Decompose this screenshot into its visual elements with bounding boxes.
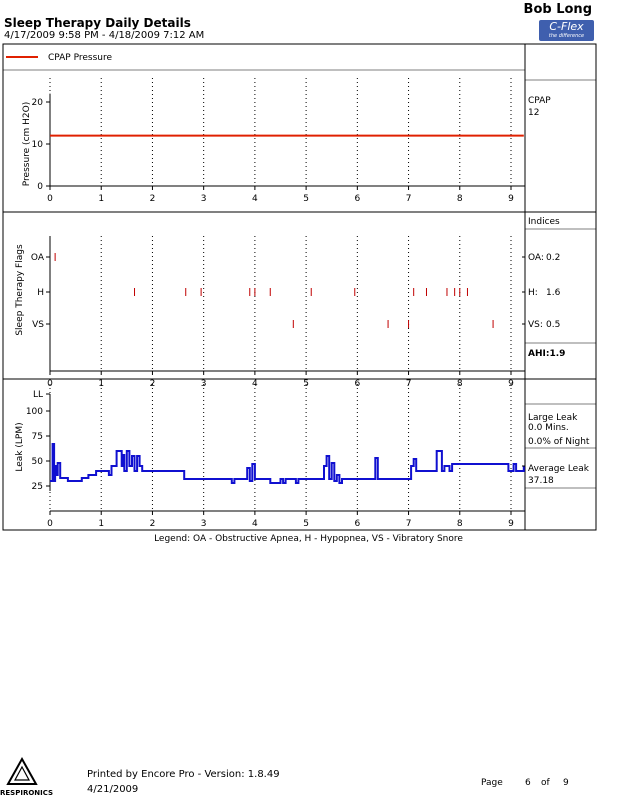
index-label-oa: OA:: [528, 253, 544, 263]
y-tick-label: 100: [26, 407, 43, 417]
x-tick-label: 2: [150, 194, 156, 204]
flag-category-label: OA: [31, 253, 45, 263]
large-leak-title: Large Leak: [528, 413, 578, 423]
y-tick-label: 25: [32, 482, 43, 492]
x-tick-label: 9: [508, 194, 514, 204]
index-value-oa: 0.2: [546, 253, 560, 263]
x-tick-label: 5: [303, 194, 309, 204]
x-tick-label: 1: [98, 194, 104, 204]
cflex-badge-label: C-Flex: [549, 20, 584, 33]
print-date: 4/21/2009: [87, 784, 139, 795]
cpap-side-value: 12: [528, 108, 539, 118]
page-label: Page: [481, 778, 503, 788]
flag-category-label: VS: [32, 320, 44, 330]
x-tick-label: 7: [406, 519, 412, 529]
large-leak-percent: 0.0% of Night: [528, 437, 590, 447]
x-tick-label: 2: [150, 519, 156, 529]
flag-category-label: H: [37, 288, 44, 298]
patient-name: Bob Long: [523, 2, 592, 17]
x-tick-label: 8: [457, 519, 463, 529]
printed-by: Printed by Encore Pro - Version: 1.8.49: [87, 769, 280, 780]
x-tick-label: 4: [252, 194, 258, 204]
x-tick-label: 0: [47, 194, 53, 204]
pressure-legend-label: CPAP Pressure: [48, 53, 112, 63]
x-tick-label: 6: [354, 519, 360, 529]
index-label-h: H:: [528, 288, 538, 298]
respironics-logo: [6, 756, 38, 785]
y-tick-label: LL: [33, 390, 43, 400]
y-axis-label: Pressure (cm H2O): [22, 102, 32, 186]
x-tick-label: 3: [201, 194, 207, 204]
average-leak-title: Average Leak: [528, 464, 590, 474]
report-frame: [2, 43, 597, 531]
y-tick-label: 50: [32, 457, 44, 467]
cflex-badge: C-Flex the difference: [539, 20, 594, 41]
x-tick-label: 7: [406, 194, 412, 204]
flags-legend: Legend: OA - Obstructive Apnea, H - Hypo…: [154, 534, 463, 544]
cpap-side-label: CPAP: [528, 96, 551, 106]
cflex-badge-tagline: the difference: [548, 33, 585, 39]
y-tick-label: 75: [32, 432, 43, 442]
x-tick-label: 8: [457, 194, 463, 204]
page-total: 9: [563, 778, 569, 788]
x-tick-label: 4: [252, 519, 258, 529]
indices-title: Indices: [528, 217, 560, 227]
y-axis-label: Sleep Therapy Flags: [15, 244, 25, 336]
x-tick-label: 6: [354, 194, 360, 204]
date-range: 4/17/2009 9:58 PM - 4/18/2009 7:12 AM: [4, 30, 205, 41]
y-axis-label: Leak (LPM): [15, 422, 25, 471]
average-leak-value: 37.18: [528, 476, 554, 486]
leak-line: [50, 443, 525, 484]
x-tick-label: 3: [201, 519, 207, 529]
respironics-wordmark: RESPIRONICS: [0, 789, 54, 797]
x-tick-label: 5: [303, 519, 309, 529]
index-value-h: 1.6: [546, 288, 561, 298]
index-label-vs: VS:: [528, 320, 543, 330]
page-of-label: of: [541, 778, 550, 788]
index-value-vs: 0.5: [546, 320, 560, 330]
x-tick-label: 0: [47, 519, 53, 529]
y-tick-label: 10: [32, 140, 44, 150]
y-tick-label: 20: [32, 98, 44, 108]
page-number: 6: [525, 778, 531, 788]
x-tick-label: 1: [98, 519, 104, 529]
y-tick-label: 0: [37, 182, 43, 192]
report-title: Sleep Therapy Daily Details: [4, 16, 191, 30]
x-tick-label: 9: [508, 519, 514, 529]
ahi-value: AHI:1.9: [528, 349, 565, 359]
large-leak-mins: 0.0 Mins.: [528, 423, 569, 433]
